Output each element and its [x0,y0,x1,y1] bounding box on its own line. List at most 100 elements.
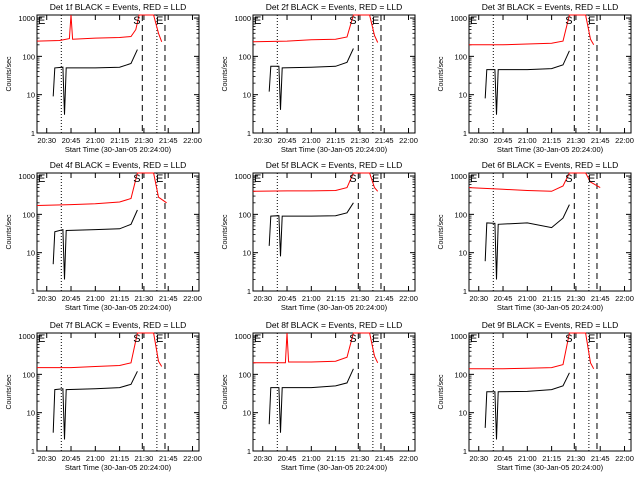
detector-panel: Det 8f BLACK = Events, RED = LLD 1 10 100 10… [222,320,418,472]
x-tick-label: 20:45 [62,294,81,303]
y-tick-label: 1 [31,287,35,296]
x-tick-label: 20:45 [278,136,297,145]
region-marker-label: E [156,173,163,185]
panel-title: Det 8f BLACK = Events, RED = LLD [266,320,403,330]
x-tick-label: 21:15 [110,454,129,463]
x-tick-label: 21:15 [542,294,561,303]
plot-frame [468,172,632,292]
x-tick-label: 21:00 [518,136,537,145]
region-marker-label: E [38,333,45,345]
region-marker-label: E [254,333,261,345]
y-tick-label: 1 [31,447,35,456]
x-tick-label: 20:45 [278,454,297,463]
detector-panel: Det 4f BLACK = Events, RED = LLD 1 10 100 10… [6,160,202,312]
x-tick-label: 20:45 [494,454,513,463]
y-axis-label: Counts/sec [6,56,13,92]
y-axis-label: Counts/sec [222,214,229,250]
x-tick-label: 21:15 [542,136,561,145]
region-marker-label: S [349,333,356,345]
y-tick-label: 100 [238,370,251,379]
x-tick-label: 21:45 [375,454,394,463]
detector-panel: Det 6f BLACK = Events, RED = LLD 1 10 100 10… [438,160,634,312]
x-axis-label: Start Time (30-Jan-05 20:24:00) [281,463,388,472]
x-tick-label: 22:00 [399,136,418,145]
lld-series-line [252,14,379,43]
x-tick-label: 21:15 [326,454,345,463]
x-tick-label: 20:30 [469,454,488,463]
y-tick-label: 1000 [234,332,251,341]
lld-series-line [468,172,601,192]
y-tick-label: 10 [459,409,467,418]
y-tick-label: 10 [27,91,35,100]
x-tick-label: 21:00 [86,454,105,463]
y-tick-label: 100 [22,370,35,379]
x-tick-label: 21:45 [591,136,610,145]
x-tick-label: 21:30 [135,136,154,145]
region-marker-label: E [254,15,261,27]
x-tick-label: 20:30 [469,294,488,303]
panel-title: Det 9f BLACK = Events, RED = LLD [482,320,619,330]
lld-series-line [469,332,595,370]
y-tick-label: 100 [454,370,467,379]
panel-title: Det 1f BLACK = Events, RED = LLD [50,2,187,12]
x-tick-label: 21:00 [518,294,537,303]
region-marker-label: S [133,173,140,185]
x-tick-label: 20:45 [278,294,297,303]
panel-title: Det 3f BLACK = Events, RED = LLD [482,2,619,12]
region-marker-label: E [470,333,477,345]
lld-series-line [37,332,163,369]
x-tick-label: 21:15 [326,136,345,145]
x-tick-label: 20:30 [37,294,56,303]
y-tick-label: 10 [243,91,251,100]
x-axis-label: Start Time (30-Jan-05 20:24:00) [65,145,172,154]
events-series-line [484,372,570,440]
x-tick-label: 21:45 [375,294,394,303]
plot-frame [36,332,200,452]
x-tick-label: 21:15 [110,136,129,145]
x-tick-label: 20:45 [494,294,513,303]
x-tick-label: 22:00 [615,294,634,303]
x-tick-label: 21:45 [375,136,394,145]
x-tick-label: 21:00 [518,454,537,463]
y-tick-label: 100 [238,52,251,61]
lld-series-line [252,172,379,192]
events-series-line [52,49,138,115]
y-tick-label: 1000 [234,14,251,23]
x-axis-label: Start Time (30-Jan-05 20:24:00) [281,145,388,154]
y-tick-label: 10 [243,249,251,258]
y-axis-label: Counts/sec [222,56,229,92]
region-marker-label: E [156,15,163,27]
events-series-line [52,209,138,280]
region-marker-label: S [133,15,140,27]
y-tick-label: 10 [243,409,251,418]
x-tick-label: 20:30 [253,294,272,303]
x-axis-label: Start Time (30-Jan-05 20:24:00) [497,145,604,154]
x-tick-label: 20:30 [37,136,56,145]
x-tick-label: 20:45 [494,136,513,145]
detector-panel: Det 5f BLACK = Events, RED = LLD 1 10 100 10… [222,160,418,312]
y-tick-label: 10 [459,91,467,100]
region-marker-label: E [372,173,379,185]
x-tick-label: 20:45 [62,136,81,145]
lld-series-line [36,172,167,206]
y-tick-label: 1 [463,447,467,456]
x-tick-label: 20:30 [469,136,488,145]
y-axis-label: Counts/sec [222,374,229,410]
y-tick-label: 1000 [450,172,467,181]
events-series-line [268,368,354,433]
y-axis-label: Counts/sec [438,56,445,92]
y-tick-label: 1 [31,129,35,138]
plot-frame [36,14,200,134]
region-marker-label: E [588,15,595,27]
y-axis-label: Counts/sec [438,374,445,410]
plot-frame [252,332,416,452]
y-tick-label: 10 [27,249,35,258]
y-tick-label: 100 [238,210,251,219]
region-marker-label: E [372,333,379,345]
x-tick-label: 21:15 [542,454,561,463]
x-tick-label: 20:30 [253,136,272,145]
x-tick-label: 21:30 [567,136,586,145]
y-tick-label: 1 [247,287,251,296]
plot-frame [252,14,416,134]
x-tick-label: 22:00 [183,294,202,303]
